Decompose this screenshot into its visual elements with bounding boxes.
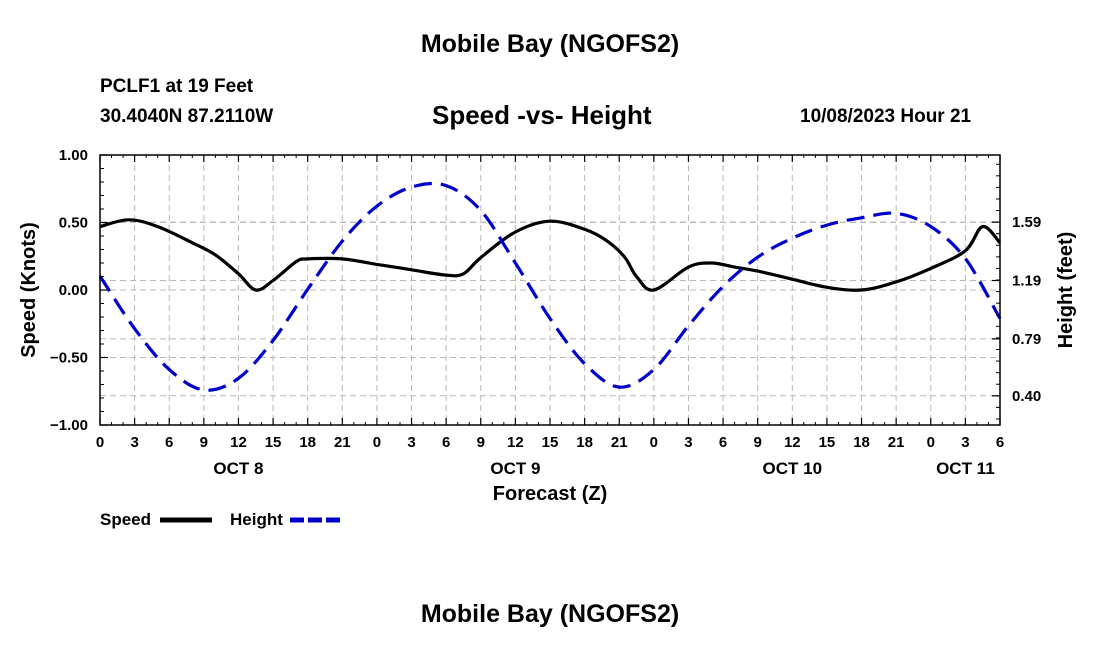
x-tick-label: 15 <box>542 434 559 451</box>
series-layer <box>98 181 1002 392</box>
y-right-axis-title: Height (feet) <box>1055 232 1077 349</box>
x-tick-label: 9 <box>754 434 762 451</box>
y-left-tick-label: 0.50 <box>59 215 88 232</box>
x-tick-label: 0 <box>373 434 381 451</box>
y-right-tick-label: 1.59 <box>1012 214 1041 231</box>
speed-series-line <box>99 218 1002 292</box>
legend-height-label: Height <box>230 510 283 529</box>
x-tick-label: 3 <box>684 434 692 451</box>
x-tick-label: 6 <box>996 434 1004 451</box>
x-tick-label: 21 <box>334 434 351 451</box>
coordinates-label: 30.4040N 87.2110W <box>100 106 274 127</box>
height-series-line <box>98 181 1002 392</box>
x-tick-label: 9 <box>477 434 485 451</box>
x-tick-label: 12 <box>784 434 801 451</box>
y-left-tick-label: 1.00 <box>59 147 88 164</box>
x-tick-label: 3 <box>130 434 138 451</box>
legend: Speed Height <box>100 510 342 529</box>
date-label: OCT 9 <box>490 459 540 478</box>
x-tick-label: 0 <box>96 434 104 451</box>
x-tick-label: 15 <box>265 434 282 451</box>
footer-title: Mobile Bay (NGOFS2) <box>420 600 680 628</box>
date-label: OCT 8 <box>213 459 263 478</box>
x-tick-label: 0 <box>927 434 935 451</box>
x-tick-label: 9 <box>200 434 208 451</box>
x-tick-label: 6 <box>165 434 173 451</box>
y-left-tick-label: −0.50 <box>50 350 88 367</box>
y-left-tick-label: −1.00 <box>50 417 88 434</box>
x-tick-label: 21 <box>888 434 905 451</box>
x-tick-label: 18 <box>299 434 316 451</box>
chart-subtitle: Speed -vs- Height <box>432 100 652 130</box>
x-tick-label: 12 <box>230 434 247 451</box>
y-right-tick-label: 0.40 <box>1012 388 1041 405</box>
y-right-tick-label: 0.79 <box>1012 331 1041 348</box>
y-right-tick-label: 1.19 <box>1012 273 1041 290</box>
date-label: OCT 10 <box>763 459 823 478</box>
x-tick-label: 6 <box>719 434 727 451</box>
x-tick-label: 3 <box>961 434 969 451</box>
y-left-tick-label: 0.00 <box>59 282 88 299</box>
valid-time-label: 10/08/2023 Hour 21 <box>800 106 972 127</box>
x-tick-label: 18 <box>576 434 593 451</box>
x-tick-label: 12 <box>507 434 524 451</box>
axes: 0 3 6 9 12 15 18 21 0 3 6 9 12 15 18 21 0 3 6 9 12 15 18 21 0 3 6O… <box>50 147 1041 478</box>
y-left-axis-title: Speed (Knots) <box>18 222 40 358</box>
x-axis-title: Forecast (Z) <box>493 483 607 505</box>
x-tick-label: 0 <box>650 434 658 451</box>
x-tick-label: 18 <box>853 434 870 451</box>
date-label: OCT 11 <box>936 459 995 478</box>
x-tick-label: 21 <box>611 434 628 451</box>
station-label: PCLF1 at 19 Feet <box>100 76 254 97</box>
x-tick-label: 6 <box>442 434 450 451</box>
chart-title: Mobile Bay (NGOFS2) <box>420 30 680 58</box>
x-tick-label: 3 <box>407 434 415 451</box>
legend-speed-label: Speed <box>100 510 151 529</box>
x-tick-label: 15 <box>819 434 836 451</box>
